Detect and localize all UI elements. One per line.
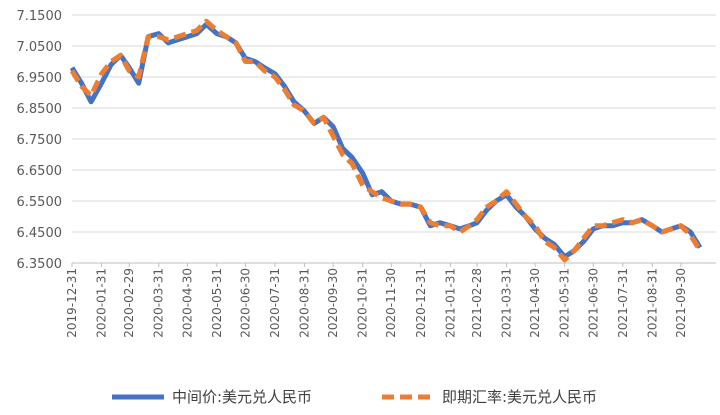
- x-tick-label: 2020-05-31: [210, 268, 224, 338]
- y-tick-label: 6.3500: [17, 257, 63, 272]
- x-tick-label: 2019-12-31: [65, 268, 79, 338]
- x-tick-label: 2021-06-30: [586, 268, 600, 338]
- x-tick-label: 2021-08-31: [645, 268, 659, 338]
- x-tick-label: 2021-03-31: [500, 268, 514, 338]
- gridlines: [72, 14, 716, 264]
- y-tick-label: 7.0500: [17, 40, 63, 55]
- legend-label-spot-rate: 即期汇率:美元兑人民币: [442, 388, 597, 406]
- x-tick-label: 2020-04-30: [180, 268, 194, 338]
- x-tick-label: 2020-02-29: [122, 268, 136, 338]
- x-tick-label: 2020-10-31: [356, 268, 370, 338]
- y-tick-label: 6.5500: [17, 195, 63, 210]
- x-tick-label: 2020-03-31: [152, 268, 166, 338]
- series-lines: [69, 18, 703, 263]
- x-tick-label: 2020-06-30: [238, 268, 252, 338]
- x-tick-label: 2020-07-31: [268, 268, 282, 338]
- series-line-mid-rate: [69, 21, 703, 260]
- y-tick-label: 6.6500: [17, 164, 63, 179]
- y-tick-label: 6.4500: [17, 226, 63, 241]
- x-tick-label: 2021-01-31: [443, 268, 457, 338]
- y-tick-label: 6.9500: [17, 71, 63, 86]
- x-tick-label: 2020-09-30: [326, 268, 340, 338]
- x-tick-label: 2020-01-31: [95, 268, 109, 338]
- y-axis-tick-labels: 7.1500 7.0500 6.9500 6.8500 6.7500 6.6500 6.55…: [17, 9, 63, 272]
- series-line-spot-rate: [69, 18, 703, 263]
- x-tick-label: 2021-02-28: [470, 268, 484, 338]
- x-tick-label: 2021-07-31: [616, 268, 630, 338]
- x-tick-label: 2021-04-30: [528, 268, 542, 338]
- x-tick-label: 2021-09-30: [674, 268, 688, 338]
- x-tick-label: 2020-11-30: [384, 268, 398, 338]
- y-tick-label: 7.1500: [17, 9, 63, 24]
- y-tick-label: 6.7500: [17, 133, 63, 148]
- x-tick-label: 2020-12-31: [414, 268, 428, 338]
- x-tick-label: 2020-08-31: [298, 268, 312, 338]
- legend: 中间价:美元兑人民币 即期汇率:美元兑人民币: [112, 388, 597, 406]
- legend-label-mid-rate: 中间价:美元兑人民币: [172, 388, 312, 406]
- y-tick-label: 6.8500: [17, 102, 63, 117]
- x-tick-label: 2021-05-31: [558, 268, 572, 338]
- x-axis-tick-labels: 2019-12-31 2020-01-31 2020-02-29 2020-03-31…: [65, 263, 688, 338]
